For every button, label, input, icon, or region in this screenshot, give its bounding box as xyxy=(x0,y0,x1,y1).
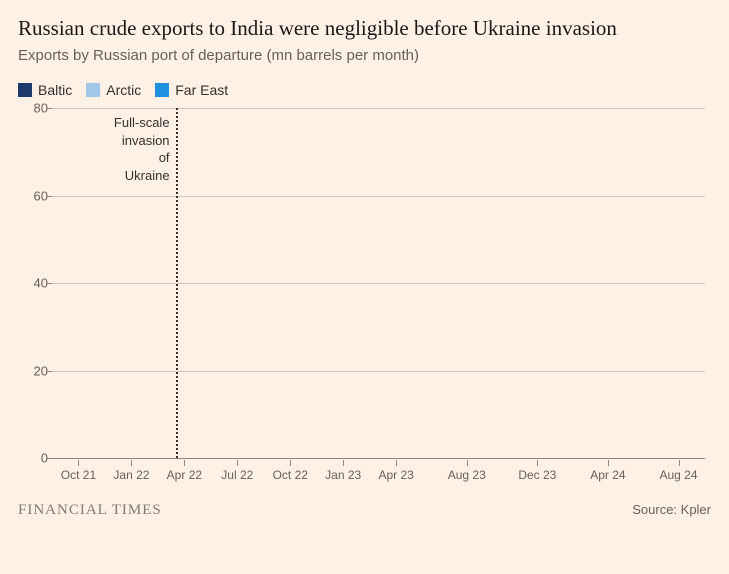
x-tick xyxy=(467,460,468,466)
chart-area: 020406080Full-scale invasion of Ukraine … xyxy=(24,108,705,488)
source-label: Source: Kpler xyxy=(632,502,711,517)
legend: Baltic Arctic Far East xyxy=(18,82,711,98)
x-axis-label: Apr 22 xyxy=(167,468,202,482)
legend-item-baltic: Baltic xyxy=(18,82,72,98)
x-axis-label: Aug 24 xyxy=(659,468,697,482)
legend-swatch xyxy=(155,83,169,97)
x-axis-label: Oct 22 xyxy=(273,468,308,482)
chart-title: Russian crude exports to India were negl… xyxy=(18,16,711,41)
x-axis-label: Dec 23 xyxy=(518,468,556,482)
x-axis-label: Jan 22 xyxy=(113,468,149,482)
x-axis-labels: Oct 21 Jan 22 Apr 22 Jul 22 Oct 22 Jan 23 Apr … xyxy=(52,460,705,488)
legend-swatch xyxy=(86,83,100,97)
brand-label: FINANCIAL TIMES xyxy=(18,502,162,519)
x-axis-label: Oct 21 xyxy=(61,468,96,482)
legend-label: Arctic xyxy=(106,82,141,98)
x-axis-label: Apr 24 xyxy=(590,468,625,482)
annotation-line xyxy=(176,108,178,458)
x-tick xyxy=(184,460,185,466)
x-tick xyxy=(131,460,132,466)
x-axis-label: Apr 23 xyxy=(378,468,413,482)
legend-swatch xyxy=(18,83,32,97)
chart-container: Russian crude exports to India were negl… xyxy=(0,0,729,574)
chart-footer: FINANCIAL TIMES Source: Kpler xyxy=(18,502,711,519)
gridline xyxy=(52,458,705,459)
legend-label: Far East xyxy=(175,82,228,98)
legend-item-fareast: Far East xyxy=(155,82,228,98)
plot-area: 020406080Full-scale invasion of Ukraine xyxy=(52,108,705,458)
x-tick xyxy=(396,460,397,466)
x-tick xyxy=(290,460,291,466)
x-axis-label: Jan 23 xyxy=(325,468,361,482)
chart-subtitle: Exports by Russian port of departure (mn… xyxy=(18,47,711,64)
x-tick xyxy=(679,460,680,466)
legend-item-arctic: Arctic xyxy=(86,82,141,98)
legend-label: Baltic xyxy=(38,82,72,98)
annotation-text: Full-scale invasion of Ukraine xyxy=(114,114,176,184)
x-tick xyxy=(608,460,609,466)
x-tick xyxy=(78,460,79,466)
x-axis-label: Aug 23 xyxy=(448,468,486,482)
y-tick xyxy=(46,458,52,459)
x-tick xyxy=(343,460,344,466)
x-axis-label: Jul 22 xyxy=(221,468,253,482)
x-tick xyxy=(537,460,538,466)
x-tick xyxy=(237,460,238,466)
